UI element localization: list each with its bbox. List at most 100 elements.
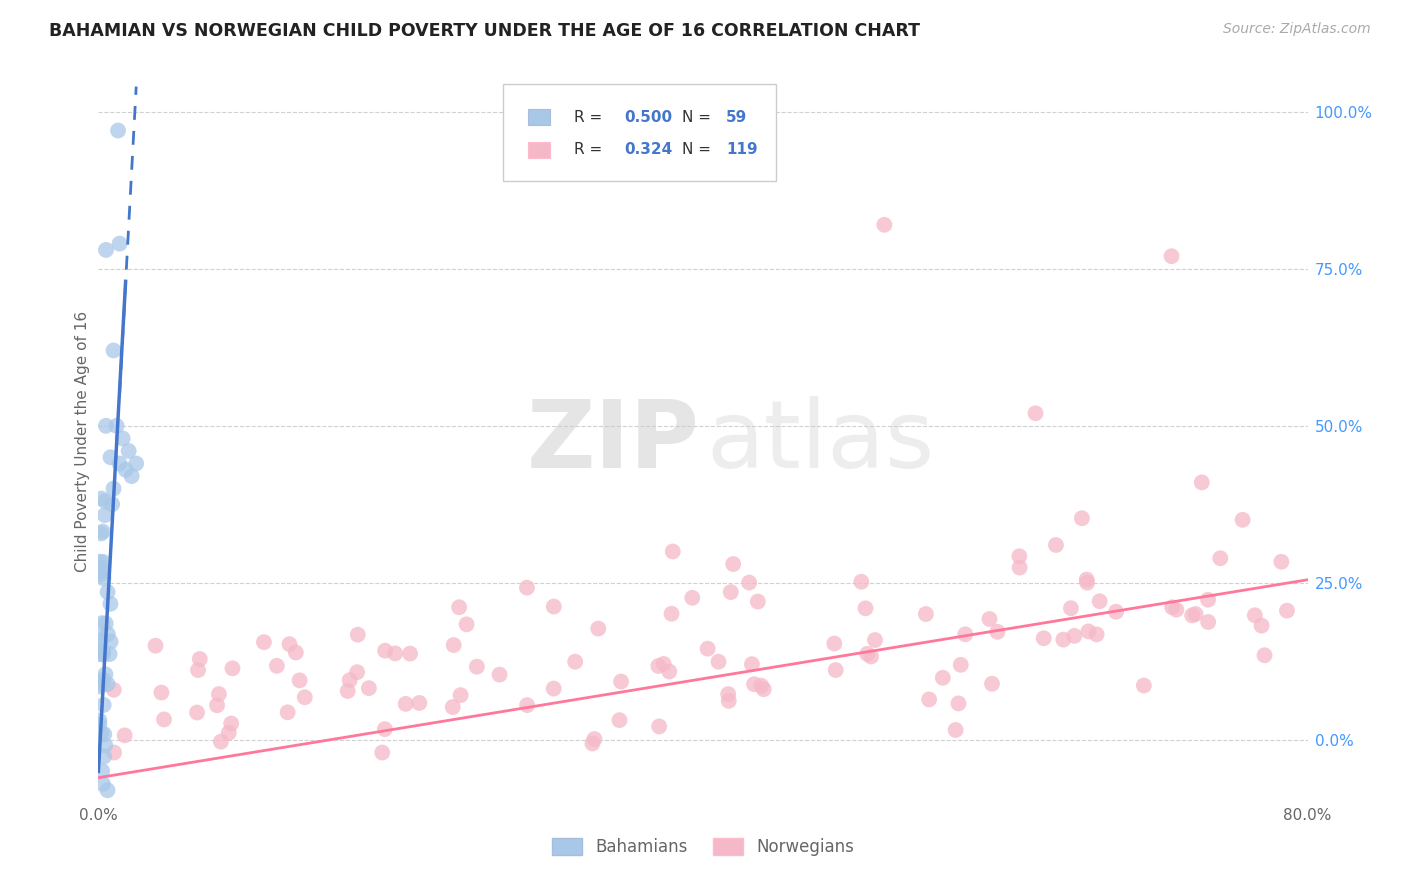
Norwegians [652, 657, 675, 671]
Norwegians [441, 700, 464, 714]
Norwegians [395, 697, 418, 711]
Norwegians [723, 557, 745, 571]
Bahamians [103, 343, 125, 358]
Bahamians [93, 571, 115, 585]
Norwegians [932, 671, 955, 685]
Norwegians [1209, 551, 1232, 566]
Bahamians [91, 673, 114, 687]
Norwegians [284, 645, 307, 659]
Norwegians [1166, 602, 1188, 616]
Norwegians [918, 692, 941, 706]
Norwegians [186, 706, 208, 720]
Bahamians [114, 463, 136, 477]
Bahamians [90, 526, 112, 541]
Norwegians [1060, 601, 1083, 615]
Bahamians [90, 644, 112, 658]
Bahamians [90, 677, 112, 691]
Bahamians [125, 457, 148, 471]
Text: 59: 59 [725, 110, 747, 125]
Bahamians [100, 450, 122, 465]
Norwegians [1197, 615, 1219, 629]
Norwegians [824, 663, 846, 677]
Norwegians [543, 599, 565, 614]
Bahamians [89, 714, 111, 728]
Bahamians [105, 418, 128, 433]
Norwegians [564, 655, 586, 669]
Norwegians [1077, 624, 1099, 639]
Norwegians [1133, 679, 1156, 693]
Bahamians [108, 236, 131, 251]
Norwegians [823, 636, 845, 650]
Norwegians [1161, 600, 1184, 615]
Bahamians [94, 616, 117, 631]
Bahamians [111, 431, 134, 445]
Bahamians [97, 585, 120, 599]
Bahamians [97, 677, 120, 691]
Bahamians [91, 524, 114, 539]
Norwegians [218, 726, 240, 740]
Norwegians [1250, 618, 1272, 632]
Norwegians [648, 719, 671, 733]
Norwegians [747, 594, 769, 608]
Norwegians [1076, 575, 1098, 590]
Norwegians [1032, 632, 1054, 646]
Bahamians [121, 469, 143, 483]
Y-axis label: Child Poverty Under the Age of 16: Child Poverty Under the Age of 16 [75, 311, 90, 572]
Bahamians [103, 482, 125, 496]
Bahamians [94, 243, 117, 257]
Norwegians [851, 574, 873, 589]
Bahamians [94, 739, 117, 753]
Bahamians [94, 508, 117, 522]
Norwegians [278, 637, 301, 651]
Text: 0.324: 0.324 [624, 142, 672, 157]
Norwegians [374, 722, 396, 736]
Text: atlas: atlas [707, 395, 935, 488]
Norwegians [209, 734, 232, 748]
Norwegians [145, 639, 167, 653]
Norwegians [955, 627, 977, 641]
Norwegians [873, 218, 896, 232]
Norwegians [1275, 604, 1298, 618]
Norwegians [150, 685, 173, 699]
Norwegians [1045, 538, 1067, 552]
Norwegians [1008, 549, 1031, 564]
Norwegians [696, 641, 718, 656]
Norwegians [516, 698, 538, 713]
Text: Source: ZipAtlas.com: Source: ZipAtlas.com [1223, 22, 1371, 37]
Norwegians [253, 635, 276, 649]
Norwegians [208, 687, 231, 701]
Bahamians [96, 783, 118, 797]
Norwegians [738, 575, 761, 590]
Norwegians [153, 713, 176, 727]
Norwegians [720, 585, 742, 599]
Norwegians [449, 600, 471, 615]
Norwegians [543, 681, 565, 696]
Norwegians [588, 622, 610, 636]
Norwegians [661, 544, 683, 558]
Norwegians [187, 663, 209, 677]
Norwegians [717, 687, 740, 701]
Bahamians [100, 634, 122, 648]
Norwegians [1085, 627, 1108, 641]
Norwegians [288, 673, 311, 688]
Norwegians [741, 657, 763, 672]
Norwegians [374, 643, 396, 657]
Norwegians [1088, 594, 1111, 608]
Norwegians [1243, 608, 1265, 623]
Norwegians [1191, 475, 1213, 490]
Norwegians [1063, 629, 1085, 643]
Norwegians [456, 617, 478, 632]
Text: BAHAMIAN VS NORWEGIAN CHILD POVERTY UNDER THE AGE OF 16 CORRELATION CHART: BAHAMIAN VS NORWEGIAN CHILD POVERTY UNDE… [49, 22, 920, 40]
Text: N =: N = [682, 110, 716, 125]
Norwegians [1105, 605, 1128, 619]
Norwegians [863, 633, 886, 648]
Norwegians [661, 607, 683, 621]
Bar [527, 142, 550, 158]
Bahamians [90, 564, 112, 578]
Bahamians [94, 667, 117, 681]
Bahamians [89, 567, 111, 582]
Bahamians [94, 494, 117, 508]
Bahamians [90, 616, 112, 631]
Norwegians [103, 682, 125, 697]
Norwegians [205, 698, 228, 713]
